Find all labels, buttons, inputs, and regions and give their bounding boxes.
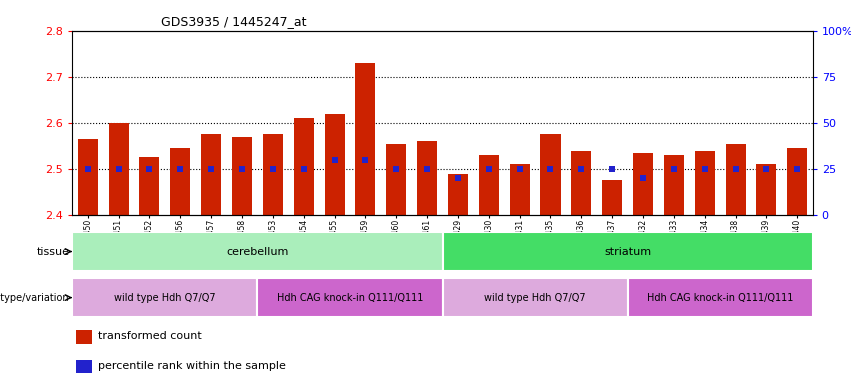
Bar xyxy=(232,137,252,215)
Text: striatum: striatum xyxy=(604,247,651,257)
Bar xyxy=(417,141,437,215)
Point xyxy=(111,166,125,172)
Text: tissue: tissue xyxy=(37,247,69,257)
Point xyxy=(513,166,527,172)
Point xyxy=(143,166,157,172)
Point xyxy=(637,175,650,181)
Text: wild type Hdh Q7/Q7: wild type Hdh Q7/Q7 xyxy=(484,293,585,303)
Text: genotype/variation: genotype/variation xyxy=(0,293,69,303)
Bar xyxy=(633,153,653,215)
Bar xyxy=(757,164,776,215)
Bar xyxy=(627,278,813,317)
Text: GDS3935 / 1445247_at: GDS3935 / 1445247_at xyxy=(161,15,306,28)
Point xyxy=(698,166,711,172)
Bar xyxy=(510,164,529,215)
Point xyxy=(328,157,341,163)
Point xyxy=(81,166,94,172)
Bar xyxy=(324,114,345,215)
Bar xyxy=(263,134,283,215)
Point xyxy=(667,166,681,172)
Point xyxy=(451,175,465,181)
Bar xyxy=(201,134,221,215)
Point xyxy=(174,166,187,172)
Bar xyxy=(443,232,813,271)
Point xyxy=(605,166,619,172)
Point xyxy=(235,166,248,172)
Bar xyxy=(386,144,406,215)
Bar xyxy=(257,278,443,317)
Bar xyxy=(77,139,98,215)
Bar xyxy=(603,180,622,215)
Bar xyxy=(443,278,627,317)
Bar xyxy=(140,157,159,215)
Bar xyxy=(356,63,375,215)
Point xyxy=(420,166,434,172)
Text: wild type Hdh Q7/Q7: wild type Hdh Q7/Q7 xyxy=(114,293,215,303)
Bar xyxy=(571,151,591,215)
Bar xyxy=(664,155,684,215)
Bar xyxy=(109,123,129,215)
Bar xyxy=(72,278,257,317)
Point xyxy=(266,166,280,172)
Point xyxy=(760,166,774,172)
Bar xyxy=(479,155,499,215)
Bar xyxy=(72,232,443,271)
Point xyxy=(204,166,218,172)
Bar xyxy=(294,118,314,215)
Text: Hdh CAG knock-in Q111/Q111: Hdh CAG knock-in Q111/Q111 xyxy=(277,293,423,303)
Point xyxy=(791,166,804,172)
Text: transformed count: transformed count xyxy=(98,331,202,341)
Bar xyxy=(76,330,92,344)
Bar xyxy=(540,134,561,215)
Bar xyxy=(726,144,745,215)
Bar xyxy=(787,148,808,215)
Point xyxy=(574,166,588,172)
Bar xyxy=(170,148,191,215)
Point xyxy=(297,166,311,172)
Bar xyxy=(76,360,92,373)
Point xyxy=(728,166,742,172)
Text: cerebellum: cerebellum xyxy=(226,247,288,257)
Text: percentile rank within the sample: percentile rank within the sample xyxy=(98,361,286,371)
Bar xyxy=(448,174,468,215)
Point xyxy=(482,166,495,172)
Text: Hdh CAG knock-in Q111/Q111: Hdh CAG knock-in Q111/Q111 xyxy=(647,293,793,303)
Point xyxy=(390,166,403,172)
Bar xyxy=(694,151,715,215)
Point xyxy=(544,166,557,172)
Point xyxy=(358,157,372,163)
